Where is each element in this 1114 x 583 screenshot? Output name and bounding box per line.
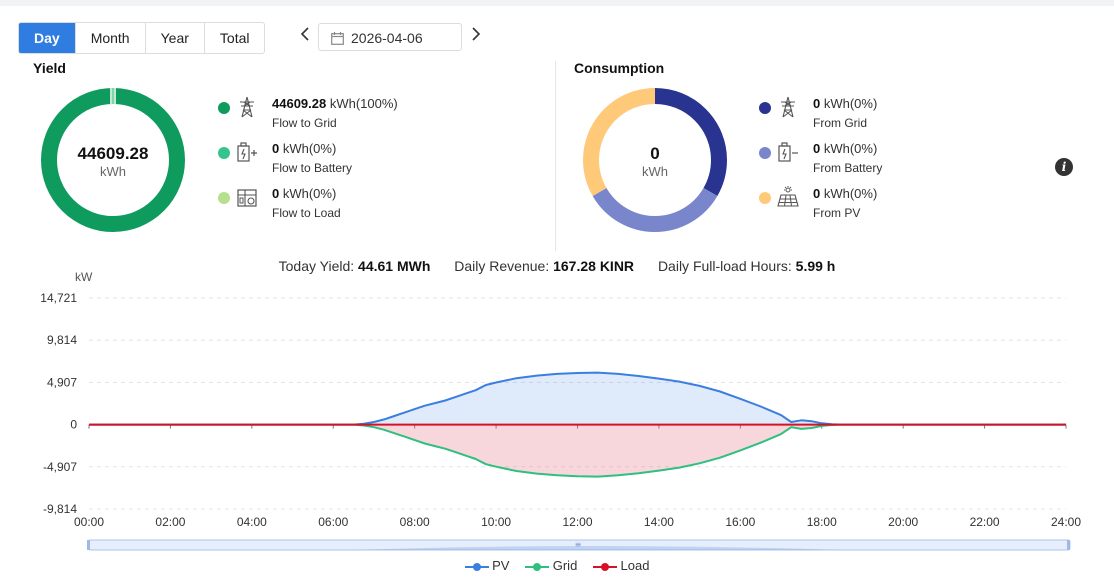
- legend-dot: [218, 192, 230, 204]
- daily-revenue-value: 167.28 KINR: [553, 258, 635, 274]
- y-axis-unit-label: kW: [75, 270, 93, 284]
- prev-date-chevron-icon[interactable]: [297, 26, 313, 47]
- period-tabs: Day Month Year Total: [18, 22, 266, 54]
- flow-to-load-unit: kWh(0%): [279, 186, 337, 201]
- load-legend-marker: [592, 562, 617, 571]
- date-picker[interactable]: 2026-04-06: [318, 23, 462, 51]
- grid-line: [89, 423, 1066, 478]
- house-load-icon: [237, 189, 257, 207]
- battery-charge-icon: [237, 142, 257, 162]
- daily-summary: Today Yield: 44.61 MWh Daily Revenue: 16…: [0, 258, 1114, 274]
- tab-total[interactable]: Total: [219, 30, 250, 46]
- x-tick-label: 22:00: [970, 515, 1000, 529]
- y-tick-label: -9,814: [43, 502, 77, 516]
- pv-legend-marker: [464, 562, 489, 571]
- from-grid-label: From Grid: [813, 116, 867, 130]
- legend-load-label: Load: [620, 558, 650, 573]
- tab-day[interactable]: Day: [19, 23, 76, 53]
- power-tower-icon: [240, 96, 254, 118]
- energy-panel: Day Month Year Total 2026-04-06 Yield 44…: [0, 6, 1114, 583]
- legend-grid[interactable]: Grid: [525, 558, 577, 573]
- x-tick-label: 12:00: [562, 515, 592, 529]
- x-tick-label: 08:00: [400, 515, 430, 529]
- flow-to-battery-unit: kWh(0%): [279, 141, 337, 156]
- today-yield-label: Today Yield:: [278, 258, 355, 274]
- from-battery-segment: [583, 88, 727, 232]
- section-divider: [555, 61, 556, 251]
- y-tick-label: 4,907: [47, 375, 77, 389]
- flow-to-battery-label: Flow to Battery: [272, 161, 353, 175]
- from-pv-label: From PV: [813, 206, 861, 220]
- zoom-slider-grip-icon: ≡: [575, 540, 582, 549]
- from-pv-value: 0: [813, 186, 821, 201]
- tab-month[interactable]: Month: [76, 23, 146, 53]
- zoom-slider-right-handle[interactable]: [1067, 540, 1070, 550]
- zoom-slider-left-handle[interactable]: [87, 540, 90, 550]
- x-tick-label: 24:00: [1051, 515, 1081, 529]
- from-grid-value: 0: [813, 96, 821, 111]
- legend-pv[interactable]: PV: [464, 558, 510, 573]
- y-tick-label: -4,907: [43, 460, 77, 474]
- legend-dot: [218, 147, 230, 159]
- solar-panel-icon: [777, 186, 799, 207]
- daily-revenue-label: Daily Revenue:: [454, 258, 550, 274]
- legend-dot: [759, 147, 771, 159]
- consumption-title: Consumption: [574, 60, 665, 76]
- x-tick-label: 16:00: [725, 515, 755, 529]
- x-tick-label: 20:00: [888, 515, 918, 529]
- from-pv-segment: [583, 88, 727, 232]
- calendar-icon: [331, 32, 344, 45]
- from-battery-value: 0: [813, 141, 821, 156]
- date-value: 2026-04-06: [351, 30, 423, 46]
- flow-to-grid-unit: kWh(100%): [326, 96, 398, 111]
- full-load-hours-value: 5.99 h: [795, 258, 836, 274]
- info-icon[interactable]: i: [1055, 158, 1073, 176]
- yield-donut-chart: [41, 88, 185, 232]
- next-date-chevron-icon[interactable]: [468, 26, 484, 47]
- consumption-total-unit: kWh: [642, 164, 668, 179]
- power-tower-icon: [781, 96, 795, 118]
- tab-year[interactable]: Year: [146, 23, 205, 53]
- y-tick-label: 0: [70, 418, 77, 432]
- flow-to-load-label: Flow to Load: [272, 206, 341, 220]
- x-tick-label: 02:00: [155, 515, 185, 529]
- legend-dot: [759, 192, 771, 204]
- from-pv-unit: kWh(0%): [820, 186, 878, 201]
- legend-dot: [218, 102, 230, 114]
- full-load-hours-label: Daily Full-load Hours:: [657, 258, 792, 274]
- consumption-donut-chart: [583, 88, 727, 232]
- x-tick-label: 14:00: [644, 515, 674, 529]
- from-battery-label: From Battery: [813, 161, 883, 175]
- grid-area: [89, 424, 1066, 477]
- yield-title: Yield: [33, 60, 66, 76]
- y-tick-label: 9,814: [47, 333, 77, 347]
- legend-dot: [759, 102, 771, 114]
- chart-legend: PV Grid Load: [0, 558, 1114, 573]
- x-tick-label: 04:00: [237, 515, 267, 529]
- battery-discharge-icon: [778, 142, 798, 162]
- today-yield-value: 44.61 MWh: [358, 258, 431, 274]
- x-tick-label: 10:00: [481, 515, 511, 529]
- grid-legend-marker: [525, 562, 550, 571]
- yield-total-unit: kWh: [100, 164, 126, 179]
- from-grid-unit: kWh(0%): [820, 96, 878, 111]
- pv-area: [89, 372, 1066, 425]
- x-tick-label: 00:00: [74, 515, 104, 529]
- yield-total-value: 44609.28: [77, 144, 149, 163]
- y-tick-label: 14,721: [40, 291, 77, 305]
- flow-to-load-value: 0: [272, 186, 280, 201]
- legend-pv-label: PV: [492, 558, 510, 573]
- legend-grid-label: Grid: [552, 558, 578, 573]
- x-tick-label: 06:00: [318, 515, 348, 529]
- flow-to-battery-value: 0: [272, 141, 280, 156]
- flow-to-grid-value: 44609.28: [272, 96, 327, 111]
- legend-load[interactable]: Load: [592, 558, 650, 573]
- consumption-total-value: 0: [650, 144, 660, 163]
- x-tick-label: 18:00: [807, 515, 837, 529]
- flow-to-grid-label: Flow to Grid: [272, 116, 337, 130]
- zoom-slider-preview: [353, 546, 843, 550]
- pv-line: [89, 371, 1066, 426]
- from-battery-unit: kWh(0%): [820, 141, 878, 156]
